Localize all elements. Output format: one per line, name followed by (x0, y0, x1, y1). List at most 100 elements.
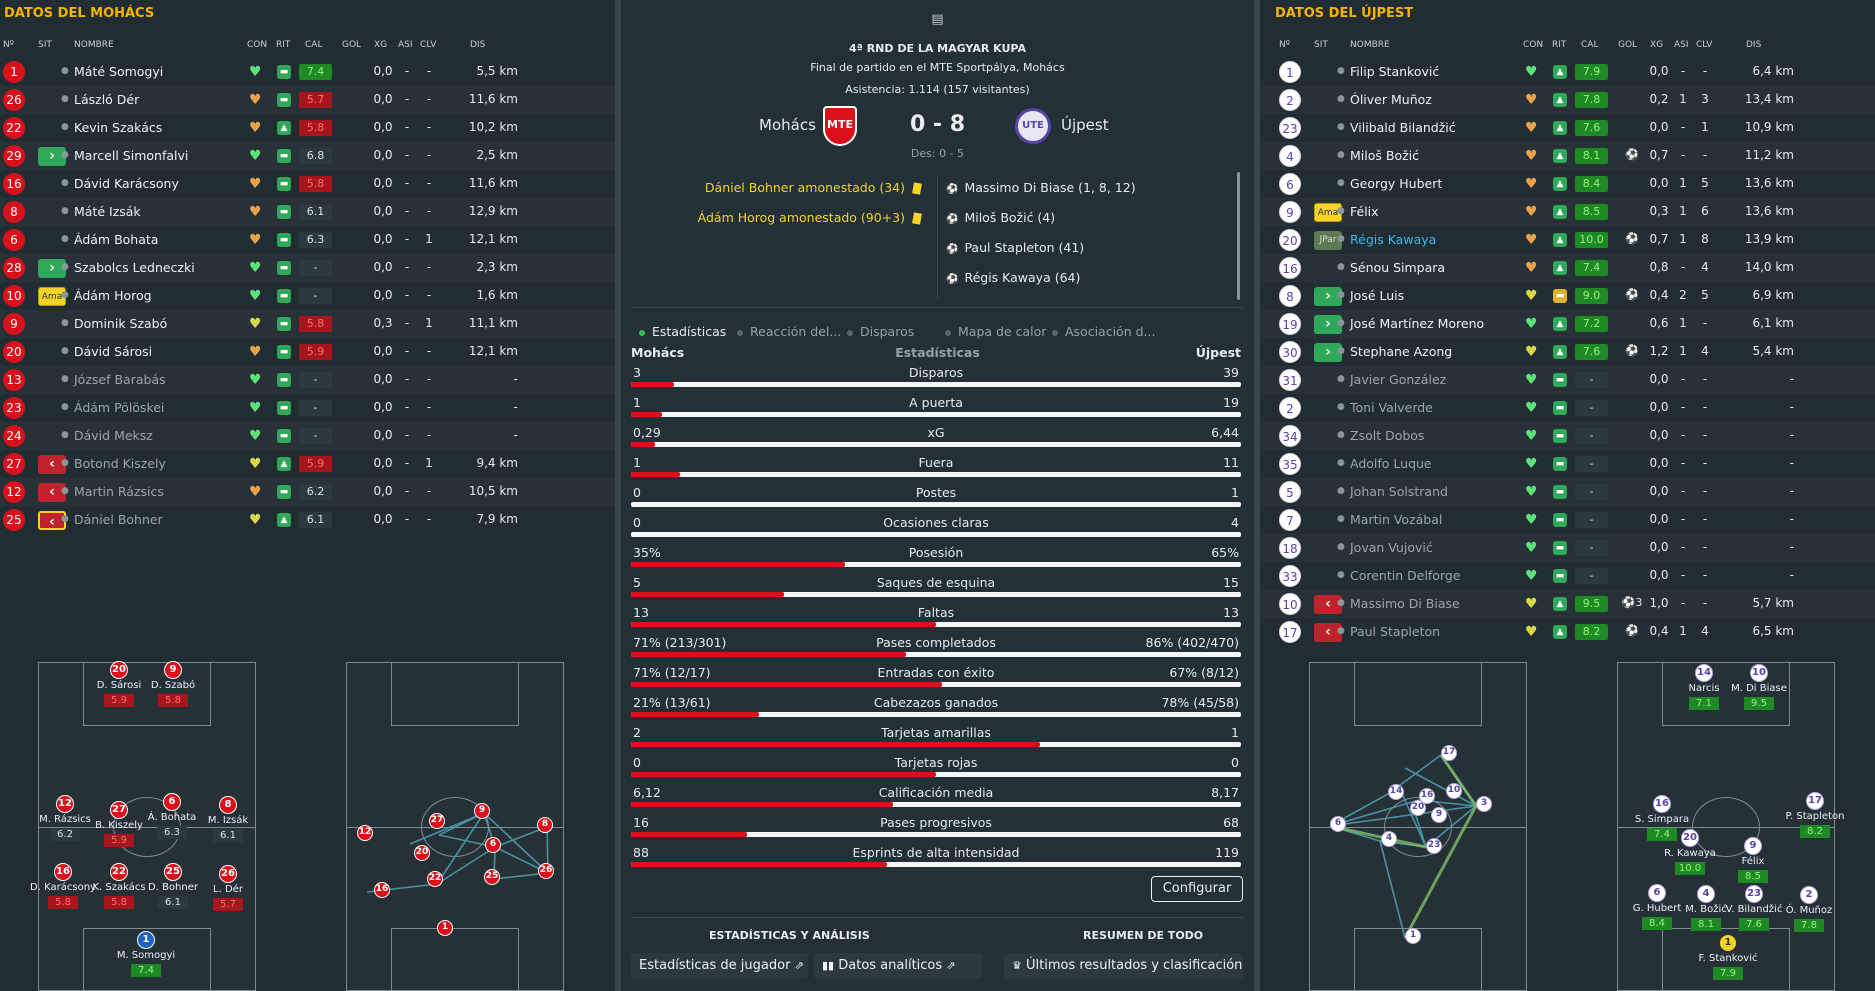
player-name[interactable]: Marcell Simonfalvi (74, 148, 189, 163)
player-token[interactable]: 16 (1653, 795, 1671, 813)
player-name[interactable]: Dominik Szabó (74, 316, 168, 331)
player-row[interactable]: 19 › ● José Martínez Moreno ♥ ▲ 7.2 0,6 1 - 6,1 km (1260, 310, 1875, 338)
player-row[interactable]: 26 ● László Dér ♥ ▬ 5.7 0,0- -11,6 km (0, 86, 615, 114)
player-name[interactable]: Máté Somogyi (74, 64, 164, 79)
player-token[interactable]: 20 (110, 661, 128, 679)
status-out-icon[interactable]: ‹ (1314, 623, 1342, 642)
player-row[interactable]: 30 › ● Stephane Azong ♥ ▲ 7.6 ⚽ 1,2 1 4 5,4 km (1260, 338, 1875, 366)
network-node[interactable]: 6 (1330, 816, 1346, 832)
column-header-sit[interactable]: SIT (38, 40, 52, 50)
player-row[interactable]: 33 ● Corentin Delforge ♥ ▬ -0,0- - - (1260, 562, 1875, 590)
status-ama-icon[interactable]: Ama (38, 287, 66, 306)
player-row[interactable]: 8 › ● José Luis ♥ ▬ 9.0 ⚽ 0,4 2 5 6,9 km (1260, 282, 1875, 310)
tab-1[interactable]: Reacción del... (737, 324, 841, 339)
player-token[interactable]: 2 (1800, 886, 1818, 904)
column-header-name[interactable]: NOMBRE (74, 40, 114, 50)
status-out-icon[interactable]: ‹ (38, 483, 66, 502)
player-name[interactable]: Ádám Bohata (74, 232, 159, 247)
player-name[interactable]: Dávid Meksz (74, 428, 153, 443)
player-row[interactable]: 16 ● Dávid Karácsony ♥ ▬ 5.8 0,0- -11,6 km (0, 170, 615, 198)
column-header-rit[interactable]: RIT (276, 40, 291, 50)
column-header-asi[interactable]: ASI (1674, 40, 1689, 50)
status-ama-icon[interactable]: Ama (1314, 203, 1342, 222)
player-row[interactable]: 2 ● Toni Valverde ♥ ▬ -0,0- - - (1260, 394, 1875, 422)
player-name[interactable]: Régis Kawaya (1350, 232, 1437, 247)
player-name[interactable]: Kevin Szakács (74, 120, 163, 135)
network-node[interactable]: 22 (427, 871, 443, 887)
network-node[interactable]: 20 (414, 845, 430, 861)
column-header-clv[interactable]: CLV (1696, 40, 1713, 50)
player-row[interactable]: 6 ● Ádám Bohata ♥ ▬ 6.3 0,0- 1 12,1 km (0, 226, 615, 254)
status-jpar-icon[interactable]: JPar (1314, 231, 1342, 250)
network-node[interactable]: 16 (1419, 788, 1435, 804)
player-token[interactable]: 22 (110, 863, 128, 881)
tab-2[interactable]: Disparos (847, 324, 914, 339)
player-token[interactable]: 12 (56, 795, 74, 813)
player-name[interactable]: Filip Stanković (1350, 64, 1440, 79)
player-token[interactable]: 14 (1695, 664, 1713, 682)
player-token[interactable]: 23 (1745, 885, 1763, 903)
network-node[interactable]: 9 (474, 803, 490, 819)
player-name[interactable]: László Dér (74, 92, 140, 107)
player-name[interactable]: Ádám Pölöskei (74, 400, 165, 415)
player-row[interactable]: 31 ● Javier González ♥ ▬ -0,0- - - (1260, 366, 1875, 394)
player-row[interactable]: 6 ● Georgy Hubert ♥ ▲ 8.4 0,0 1 5 13,6 km (1260, 170, 1875, 198)
network-node[interactable]: 6 (485, 837, 501, 853)
player-row[interactable]: 13 ● József Barabás ♥ ▬ -0,0- - - (0, 366, 615, 394)
player-name[interactable]: Óliver Muñoz (1350, 92, 1432, 107)
events-scrollbar[interactable] (1237, 172, 1240, 300)
column-header-con[interactable]: CON (247, 40, 268, 50)
player-name[interactable]: Miloš Božić (1350, 148, 1419, 163)
column-header-asi[interactable]: ASI (398, 40, 413, 50)
player-row[interactable]: 9 Ama ● Félix ♥ ▲ 8.5 0,3 1 6 13,6 km (1260, 198, 1875, 226)
player-token[interactable]: 26 (219, 865, 237, 883)
column-header-cal[interactable]: CAL (305, 40, 323, 50)
player-row[interactable]: 25 ‹ ● Dániel Bohner ♥ ▲ 6.1 0,0- -7,9 km (0, 506, 615, 534)
player-row[interactable]: 27 ‹ ● Botond Kiszely ♥ ▲ 5.9 0,0- 1 9,4 km (0, 450, 615, 478)
column-header-gol[interactable]: GOL (1618, 40, 1638, 50)
player-token[interactable]: 27 (110, 801, 128, 819)
player-token[interactable]: 10 (1750, 664, 1768, 682)
player-name[interactable]: Dávid Karácsony (74, 176, 179, 191)
player-token[interactable]: 20 (1681, 829, 1699, 847)
column-header-con[interactable]: CON (1523, 40, 1544, 50)
player-token[interactable]: 6 (1648, 884, 1666, 902)
player-row[interactable]: 4 ● Miloš Božić ♥ ▲ 8.1 ⚽ 0,7- -11,2 km (1260, 142, 1875, 170)
player-row[interactable]: 28 › ● Szabolcs Ledneczki ♥ ▬ -0,0- -2,3 km (0, 254, 615, 282)
network-node[interactable]: 23 (1426, 838, 1442, 854)
column-header-num[interactable]: Nº (1279, 40, 1290, 50)
network-node[interactable]: 3 (1476, 796, 1492, 812)
player-name[interactable]: Paul Stapleton (1350, 624, 1441, 639)
home-team-name[interactable]: Mohács (759, 116, 816, 134)
player-row[interactable]: 24 ● Dávid Meksz ♥ ▬ -0,0- - - (0, 422, 615, 450)
away-team-name[interactable]: Újpest (1061, 116, 1109, 134)
player-name[interactable]: Javier González (1350, 372, 1447, 387)
player-token[interactable]: 6 (163, 793, 181, 811)
player-name[interactable]: Dániel Bohner (74, 512, 163, 527)
player-name[interactable]: Zsolt Dobos (1350, 428, 1425, 443)
player-name[interactable]: Toni Valverde (1350, 400, 1433, 415)
player-row[interactable]: 29 › ● Marcell Simonfalvi ♥ ▬ 6.8 0,0- -2,5 km (0, 142, 615, 170)
network-node[interactable]: 16 (374, 882, 390, 898)
network-node[interactable]: 1 (437, 920, 453, 936)
player-name[interactable]: Jovan Vujović (1350, 540, 1433, 555)
network-node[interactable]: 9 (1431, 807, 1447, 823)
player-row[interactable]: 2 ● Óliver Muñoz ♥ ▲ 7.8 0,2 1 3 13,4 km (1260, 86, 1875, 114)
column-header-xg[interactable]: XG (374, 40, 388, 50)
player-token[interactable]: 1 (137, 931, 155, 949)
player-row[interactable]: 20 JPar ● Régis Kawaya ♥ ▲ 10.0 ⚽ 0,7 1 8 13,9 km (1260, 226, 1875, 254)
network-node[interactable]: 26 (538, 863, 554, 879)
player-row[interactable]: 9 ● Dominik Szabó ♥ ▬ 5.8 0,3- 1 11,1 km (0, 310, 615, 338)
network-node[interactable]: 4 (1381, 831, 1397, 847)
column-header-dis[interactable]: DIS (470, 40, 486, 50)
column-header-clv[interactable]: CLV (420, 40, 437, 50)
player-row[interactable]: 34 ● Zsolt Dobos ♥ ▬ -0,0- - - (1260, 422, 1875, 450)
network-node[interactable]: 12 (357, 825, 373, 841)
player-row[interactable]: 10 ‹ ● Massimo Di Biase ♥ ▲ 9.5 ⚽3 1,0- -5,7 km (1260, 590, 1875, 618)
player-row[interactable]: 16 ● Sénou Simpara ♥ ▲ 7.4 0,8- 4 14,0 km (1260, 254, 1875, 282)
away-crest-icon[interactable]: UTE (1015, 108, 1051, 144)
player-token[interactable]: 16 (54, 863, 72, 881)
status-out-icon[interactable]: ‹ (1314, 595, 1342, 614)
configure-button[interactable]: Configurar (1151, 876, 1243, 902)
player-token[interactable]: 9 (1744, 837, 1762, 855)
